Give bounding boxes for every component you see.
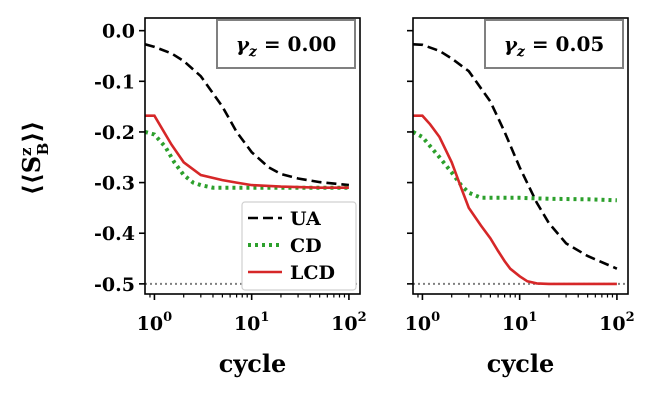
- series-cd-line: [413, 130, 617, 203]
- legend-box: [241, 201, 357, 291]
- panel-1: 100 101 102 cycle γz = 0.05: [405, 17, 635, 378]
- annotation-text: γz = 0.00: [236, 32, 337, 60]
- x-tick-label: 101: [502, 310, 538, 335]
- legend-label-cd: CD: [290, 235, 322, 257]
- series-lcd-line: [145, 114, 349, 189]
- x-tick-label: 100: [137, 310, 173, 335]
- y-tick-label: -0.5: [94, 274, 135, 296]
- x-axis-label: cycle: [487, 349, 555, 378]
- y-tick-label: 0.0: [102, 21, 135, 43]
- y-tick-label: -0.3: [94, 173, 135, 195]
- plot-frame: [412, 17, 629, 295]
- series-cd-line: [145, 129, 349, 190]
- series-ua-line: [413, 43, 618, 270]
- x-axis-label: cycle: [219, 349, 287, 378]
- annotation-text: γz = 0.05: [504, 32, 605, 60]
- series-lcd-line: [413, 114, 617, 286]
- series-ua-line: [145, 43, 350, 187]
- annotation-box: [216, 19, 356, 69]
- x-tick-label: 101: [234, 310, 269, 335]
- y-axis-label-close: ⟩⟩: [17, 121, 46, 143]
- y-tick-label: -0.2: [94, 122, 135, 144]
- y-axis-label-sub: B: [34, 143, 52, 156]
- x-tick-label: 102: [599, 310, 635, 335]
- y-tick-label: -0.4: [94, 223, 135, 245]
- x-tick-label: 102: [331, 310, 367, 335]
- y-axis-label-sup: z: [17, 147, 35, 156]
- legend-label-ua: UA: [290, 208, 321, 230]
- annotation-box: [484, 19, 624, 69]
- y-tick-label: -0.1: [94, 71, 135, 93]
- y-axis-label: ⟨⟨SzB⟩⟩: [17, 121, 52, 195]
- legend-label-lcd: LCD: [290, 262, 335, 284]
- x-tick-label: 100: [405, 310, 441, 335]
- plot-frame: [144, 17, 361, 295]
